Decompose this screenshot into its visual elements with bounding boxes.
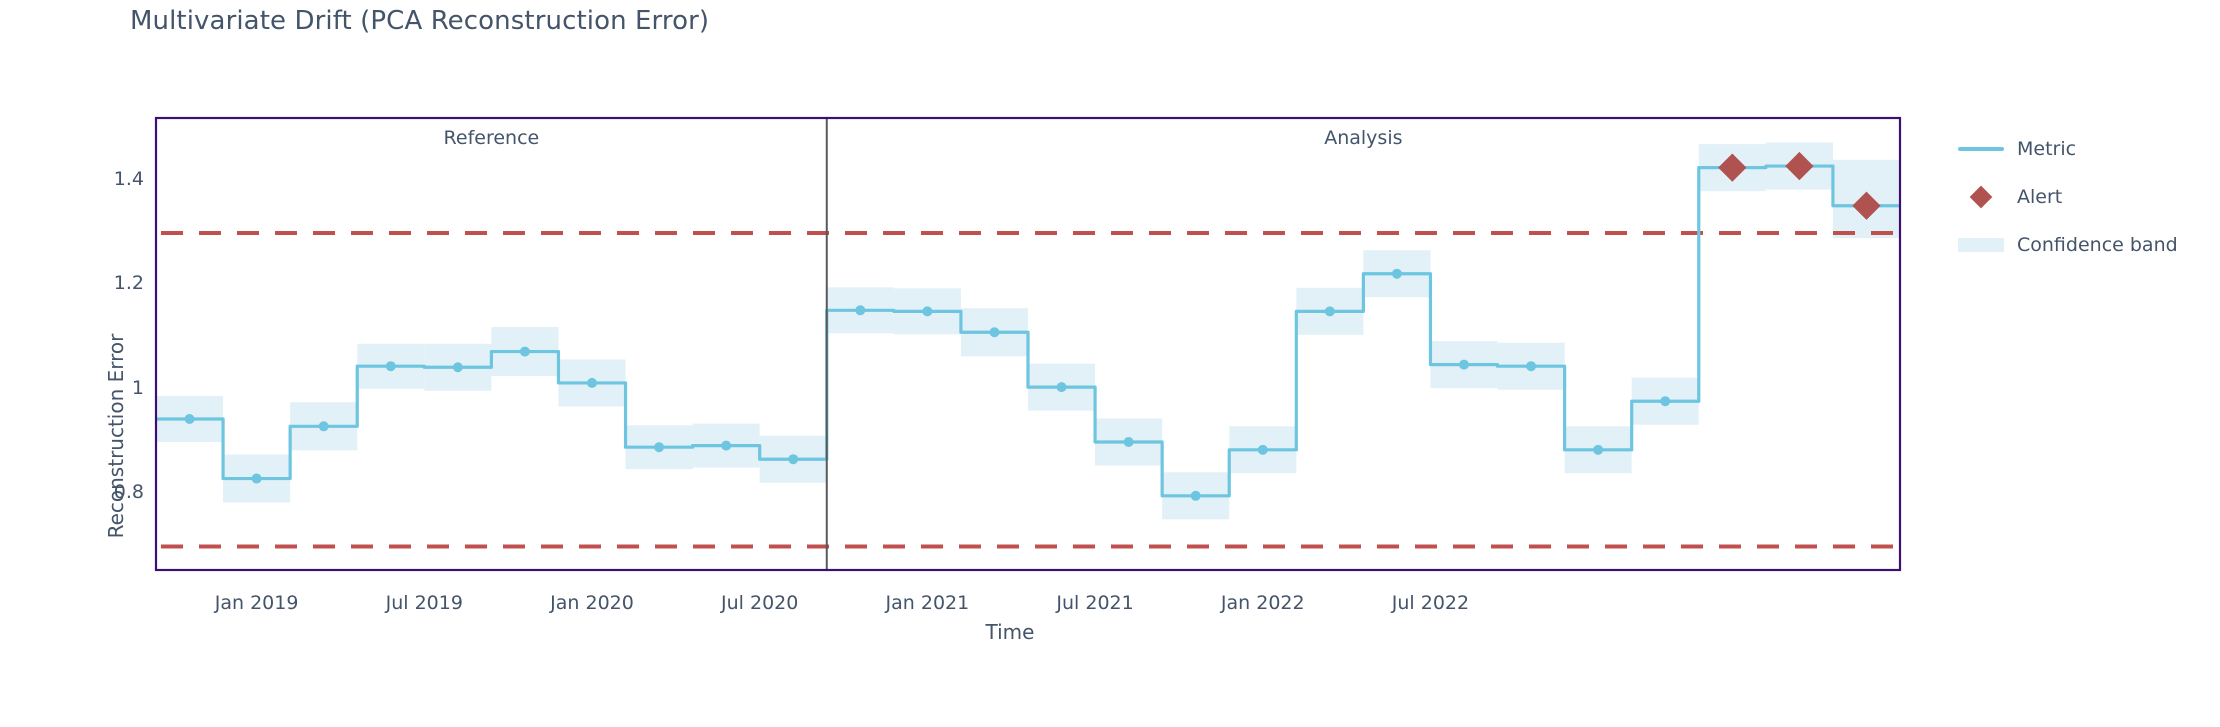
metric-point [318,421,329,432]
band-key-icon [1955,238,2007,252]
y-tick-label: 1.2 [113,272,144,295]
metric-point [1391,268,1402,279]
metric-point [519,346,530,357]
metric-point [385,361,396,372]
metric-step-line [156,164,1900,498]
metric-point [1324,306,1335,317]
legend-item-metric[interactable]: Metric [1955,125,2205,173]
y-tick-label: 1.4 [113,167,144,190]
legend-item-confidence-band[interactable]: Confidence band [1955,221,2205,269]
metric-point [922,306,933,317]
metric-point [1593,444,1604,455]
y-tick-label: 0.8 [113,481,144,504]
x-axis-label: Time [985,620,1035,644]
x-tick-label: Jul 2019 [385,592,463,614]
legend-label-confidence-band: Confidence band [2017,234,2178,256]
metric-point [989,327,1000,338]
page-title: Multivariate Drift (PCA Reconstruction E… [130,6,710,36]
metric-point [855,305,866,316]
chart-legend: Metric Alert Confidence band [1955,125,2205,269]
legend-label-alert: Alert [2017,186,2063,208]
alert-markers [1718,151,1881,220]
plot-area-border [154,116,1902,572]
metric-point [452,362,463,373]
metric-point [788,454,799,465]
metric-point [1526,361,1537,372]
alert-marker [1718,153,1747,182]
metric-point [251,473,262,484]
metric-point [1660,396,1671,407]
x-tick-label: Jan 2022 [1220,592,1305,614]
alert-marker [1852,191,1881,220]
threshold-lines-group [161,230,1895,549]
x-tick-label: Jan 2019 [214,592,299,614]
alert-marker [1785,151,1814,181]
x-tick-label: Jul 2022 [1391,592,1470,614]
metric-point [1257,444,1268,455]
line-key-icon [1955,147,2007,151]
diamond-key-icon [1955,185,2007,209]
metric-point [721,440,732,451]
x-tick-label: Jan 2021 [885,592,970,614]
metric-point-markers [184,268,1671,501]
metric-point [587,377,597,388]
x-tick-label: Jan 2020 [550,592,634,614]
metric-path [156,164,1900,498]
period-label-reference: Reference [443,127,540,149]
metric-point [654,442,665,453]
metric-point [1190,490,1201,501]
metric-point [1123,436,1134,447]
legend-label-metric: Metric [2017,138,2077,160]
metric-point [1056,382,1067,393]
x-tick-label: Jul 2020 [721,592,799,614]
x-tick-label: Jul 2021 [1056,592,1134,614]
period-label-analysis: Analysis [1324,127,1403,149]
metric-point [1459,359,1469,370]
metric-point [184,413,195,424]
y-tick-label: 1 [131,376,144,399]
legend-item-alert[interactable]: Alert [1955,173,2205,221]
